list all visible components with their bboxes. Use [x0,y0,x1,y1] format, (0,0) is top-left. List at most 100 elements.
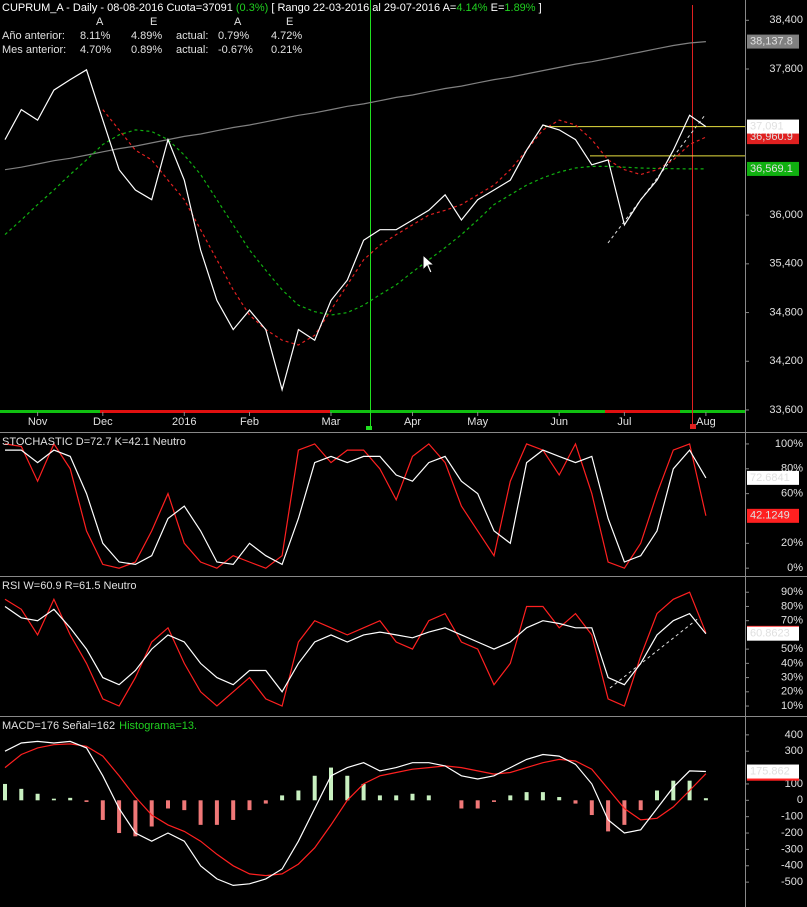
stats-column: A [96,16,104,28]
histogram-bar [19,788,24,801]
last-value-box [747,470,799,485]
y-tick-label: 10% [781,700,803,712]
panel-title: RSI W=60.9 R=61.5 Neutro [2,580,137,592]
y-tick-label: 40% [781,657,803,669]
stats-value: 0.79% [218,30,249,42]
series-line [4,743,707,877]
plots: 38,400 37,800 36,000 35,400 34,800 34,200 33,6… [2,14,803,888]
last-value-label: 36,569.1 [750,163,793,175]
histogram-bar [492,800,496,802]
histogram-bar [247,800,252,811]
trend-strip [100,410,330,413]
histogram-bar [263,800,268,804]
histogram-bar [622,800,627,825]
stats-value: 4.89% [131,30,162,42]
trend-strip [330,410,605,413]
y-tick-label: 0% [787,562,803,574]
last-value-box [747,508,799,523]
y-tick-label: 70% [781,615,803,627]
stats-label: actual: [176,44,208,56]
histogram-bar [198,800,203,825]
y-tick-label: 36,000 [769,209,803,221]
trend-strip [0,410,100,413]
stats-label: actual: [176,30,208,42]
range-marker [690,424,696,429]
y-tick-label: 37,800 [769,63,803,75]
mouse-cursor [422,253,436,274]
series-line [4,68,707,392]
last-value-label: 60.8623 [750,628,790,640]
y-tick-label: 33,600 [769,404,803,416]
trend-line [609,616,701,689]
histogram-bar [377,795,382,801]
histogram-bar [117,800,122,834]
series-line [4,41,706,171]
histogram-bar [35,793,40,801]
stats-label: Año anterior: [2,30,65,42]
header-part: 4.14% [456,2,487,14]
series-line [4,740,706,887]
histogram-bar [329,767,333,801]
panel-title-text: STOCHASTIC D=72.7 K=42.1 Neutro [2,436,186,448]
histogram-bar [540,792,545,801]
histogram-bar [573,800,578,804]
histogram-bar [296,790,301,801]
y-tick-label: 34,200 [769,355,803,367]
stats-label: Mes anterior: [2,44,66,56]
histogram-bar [3,783,7,801]
x-tick-label: May [467,416,488,428]
last-value-box [747,130,799,145]
series-line [4,591,707,707]
y-tick-label: -100 [781,811,803,823]
last-value-box [747,34,799,49]
header-part: ] [539,2,542,14]
trend-strip [680,410,745,413]
histogram-bar [312,775,317,801]
y-tick-label: 100 [785,778,803,790]
stats-value: 8.11% [80,30,111,42]
series-line [4,129,706,316]
last-value-label: 38,137.8 [750,35,793,47]
histogram-bar [638,800,643,811]
histogram-bar [149,800,154,827]
y-tick-label: 80% [781,600,803,612]
last-value-label: 42.1249 [750,510,790,522]
histogram-bar [394,795,399,801]
stats-value: -0.67% [218,44,253,56]
header-part: E= [491,2,505,14]
trend-strip [605,410,680,413]
last-value-label: 36,960.9 [750,131,793,143]
stats-column: A [234,16,242,28]
histogram-bar [703,798,708,801]
series-line [102,109,707,346]
stats-column: E [150,16,157,28]
y-tick-label: -300 [781,843,803,855]
y-tick-label: 50% [781,643,803,655]
histogram-bar [671,780,676,801]
y-tick-label: -500 [781,876,803,888]
last-value-box [747,626,799,641]
stats-value: 4.72% [271,30,302,42]
y-tick-label: 30% [781,671,803,683]
series-line [4,442,707,569]
header-part: [ Rango 22-03-2016 al 29-07-2016 A= [271,2,456,14]
panel-title: MACD=176 Señal=162 Histograma=13. [2,720,197,732]
y-tick-label: -200 [781,827,803,839]
histogram-bar [361,783,366,801]
x-tick-label: Jul [617,416,631,428]
series-line [4,606,707,693]
y-tick-label: 0 [797,794,803,806]
histogram-bar [606,800,611,832]
histogram-bar [100,800,105,820]
last-value-label: 37,091 [750,120,784,132]
x-tick-label: Feb [240,416,259,428]
histogram-bar [655,790,659,801]
histogram-bar [508,795,513,801]
y-tick-label: -400 [781,860,803,872]
histogram-bar [475,800,480,809]
header-part: 1.89% [504,2,535,14]
y-tick-label: 38,400 [769,14,803,26]
x-tick-label: 2016 [172,416,196,428]
